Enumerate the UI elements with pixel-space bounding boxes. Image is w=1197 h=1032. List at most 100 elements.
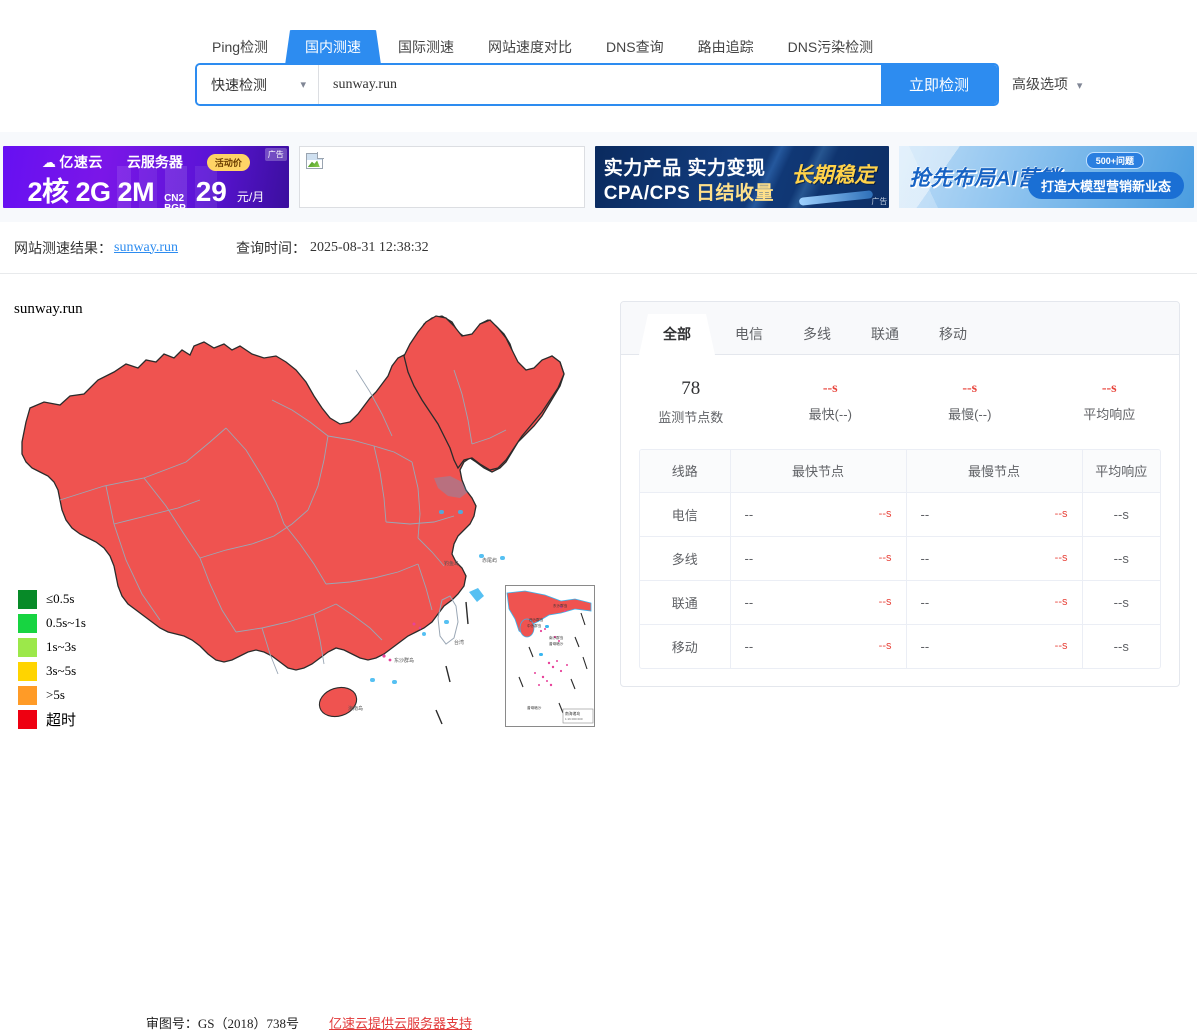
ad-price-value: 29 (195, 176, 227, 207)
legend-label: 3s~5s (46, 663, 77, 678)
tab-domestic-speed[interactable]: 国内测速 (285, 30, 381, 65)
ad-sub-b: 日结收量 (696, 183, 775, 204)
ad-pill-text: 打造大模型营销新业态 (1027, 172, 1184, 199)
table-row: 电信 -- --s -- --s --s (640, 492, 1160, 537)
node-latency: --s (1054, 596, 1068, 608)
china-map-chart[interactable]: 钓鱼岛 赤尾屿 台湾 东沙群岛 海南岛 (14, 310, 604, 730)
tab-dns-pollution[interactable]: DNS污染检测 (771, 30, 891, 65)
legend-swatch (18, 637, 37, 657)
image-corner-fold (316, 152, 324, 159)
stat-value: --s (962, 381, 978, 396)
inset-label: 南海诸岛 (565, 711, 580, 716)
stat-label: 最快(--) (808, 407, 852, 422)
stat-value: 78 (681, 378, 701, 399)
ad-banner-yisuyun[interactable]: ☁亿速云 云服务器 活动价 2核 2G 2M CN2BGP 29 元/月 广告 (3, 146, 289, 208)
node-name: -- (920, 594, 930, 610)
image-mountain (307, 160, 320, 167)
column-header-line: 线路 (640, 450, 731, 493)
result-host-link[interactable]: sunway.run (114, 239, 179, 255)
submit-detect-button[interactable]: 立即检测 (881, 65, 997, 104)
cell-slowest: -- --s (906, 624, 1083, 668)
map-sponsor-link[interactable]: 亿速云提供云服务器支持 (329, 1016, 473, 1031)
search-input[interactable] (319, 65, 881, 104)
ad-price-unit: 元/月 (236, 190, 265, 204)
legend-swatch (18, 661, 37, 681)
stat-label: 最慢(--) (948, 407, 992, 422)
summary-stats: 78 监测节点数 --s 最快(--) --s 最慢(--) --s 平均响应 (621, 355, 1179, 449)
tab-label: DNS查询 (606, 39, 664, 55)
advanced-options-toggle[interactable]: 高级选项 ▾ (1012, 74, 1082, 94)
tab-label: 移动 (939, 326, 967, 342)
svg-text:海南岛: 海南岛 (348, 705, 363, 712)
svg-text:中沙群岛: 中沙群岛 (527, 623, 542, 628)
legend-label: ≤0.5s (46, 591, 75, 606)
map-footer: 审图号：GS（2018）738号 亿速云提供云服务器支持 (0, 1013, 618, 1032)
stat-label: 监测节点数 (658, 410, 724, 425)
image-sky (306, 154, 322, 160)
cell-fastest: -- --s (730, 580, 907, 625)
stat-value: --s (1101, 381, 1117, 396)
ad-banner-cpa-cps[interactable]: 实力产品 实力变现 CPA/CPS 日结收量 长期稳定 广告 (594, 146, 890, 208)
stat-slowest: --s 最慢(--) (900, 381, 1040, 423)
tab-unicom[interactable]: 联通 (851, 314, 919, 354)
tab-label: 多线 (803, 326, 831, 342)
detection-mode-select[interactable]: 快速检测 ▾ (197, 65, 319, 104)
cell-line: 电信 (640, 492, 731, 537)
legend-item: 0.5s~1s (18, 611, 86, 635)
tab-international-speed[interactable]: 国际测速 (381, 30, 471, 65)
chevron-down-icon: ▾ (1076, 80, 1083, 92)
tab-speed-compare[interactable]: 网站速度对比 (471, 30, 589, 65)
tab-dns-lookup[interactable]: DNS查询 (589, 30, 681, 65)
cell-average: --s (1082, 536, 1160, 581)
south-china-sea-inset[interactable]: 东沙群岛 西沙群岛 中沙群岛 南沙群岛 曾母暗沙 曾母暗沙 南海诸岛 1:16 … (505, 585, 595, 727)
ad-mini-badge: 500+问题 (1085, 152, 1144, 169)
legend-label: 1s~3s (46, 639, 77, 654)
table-row: 联通 -- --s -- --s --s (640, 580, 1160, 625)
result-header-bar: 网站测速结果： sunway.run 查询时间： 2025-08-31 12:3… (0, 222, 1197, 274)
building-graphic (116, 166, 237, 208)
column-header-average: 平均响应 (1082, 450, 1160, 493)
primary-tab-bar: Ping检测 国内测速 国际测速 网站速度对比 DNS查询 路由追踪 DNS污染… (195, 30, 890, 65)
cloud-logo-icon: ☁ (41, 154, 57, 170)
legend-label: >5s (46, 687, 65, 702)
chevron-down-icon: ▾ (300, 79, 306, 91)
cell-slowest: -- --s (906, 580, 1083, 625)
table-header-row: 线路 最快节点 最慢节点 平均响应 (640, 450, 1160, 493)
node-latency: --s (878, 508, 892, 520)
tab-traceroute[interactable]: 路由追踪 (681, 30, 771, 65)
cell-average: --s (1082, 580, 1160, 625)
stat-node-count: 78 监测节点数 (621, 378, 761, 426)
ad-banner-ai-marketing[interactable]: 抢先布局AI营销 500+问题 打造大模型营销新业态 (899, 146, 1194, 208)
column-header-fastest: 最快节点 (730, 450, 907, 493)
broken-image-icon (305, 152, 324, 169)
tab-multiline[interactable]: 多线 (783, 314, 851, 354)
svg-text:曾母暗沙: 曾母暗沙 (527, 705, 542, 710)
legend-swatch (18, 589, 37, 609)
node-latency: --s (878, 640, 892, 653)
results-panel: 全部 电信 多线 联通 移动 78 监测节点数 --s 最快(--) --s 最… (620, 301, 1180, 687)
node-name: -- (920, 506, 930, 522)
tab-label: 路由追踪 (697, 39, 754, 55)
table-row: 多线 -- --s -- --s --s (640, 536, 1160, 581)
tab-telecom[interactable]: 电信 (715, 314, 783, 354)
legend-item: 3s~5s (18, 659, 86, 683)
network-line1: CN2 (164, 193, 185, 204)
legend-label: 0.5s~1s (46, 615, 86, 630)
search-bar: 快速检测 ▾ 立即检测 (195, 63, 999, 106)
top-nav-section: Ping检测 国内测速 国际测速 网站速度对比 DNS查询 路由追踪 DNS污染… (0, 0, 1197, 132)
tab-all[interactable]: 全部 (639, 314, 715, 354)
ad-sub-a: CPA/CPS (603, 183, 691, 204)
tab-label: DNS污染检测 (787, 39, 874, 55)
ad-network-text: CN2BGP (164, 193, 186, 209)
legend-swatch (18, 613, 37, 633)
inset-scale: 1:16 000 000 (565, 717, 583, 721)
map-section: sunway.run (0, 274, 618, 1031)
stat-average: --s 平均响应 (1040, 381, 1180, 423)
legend-label: 超时 (46, 711, 77, 729)
tab-ping-test[interactable]: Ping检测 (195, 30, 285, 65)
ad-banner-placeholder[interactable] (298, 146, 585, 208)
advertisement-row: ☁亿速云 云服务器 活动价 2核 2G 2M CN2BGP 29 元/月 广告 … (0, 132, 1197, 222)
tab-mobile[interactable]: 移动 (919, 314, 987, 354)
ad-mark-label: 广告 (264, 148, 287, 161)
cell-slowest: -- --s (906, 536, 1083, 581)
